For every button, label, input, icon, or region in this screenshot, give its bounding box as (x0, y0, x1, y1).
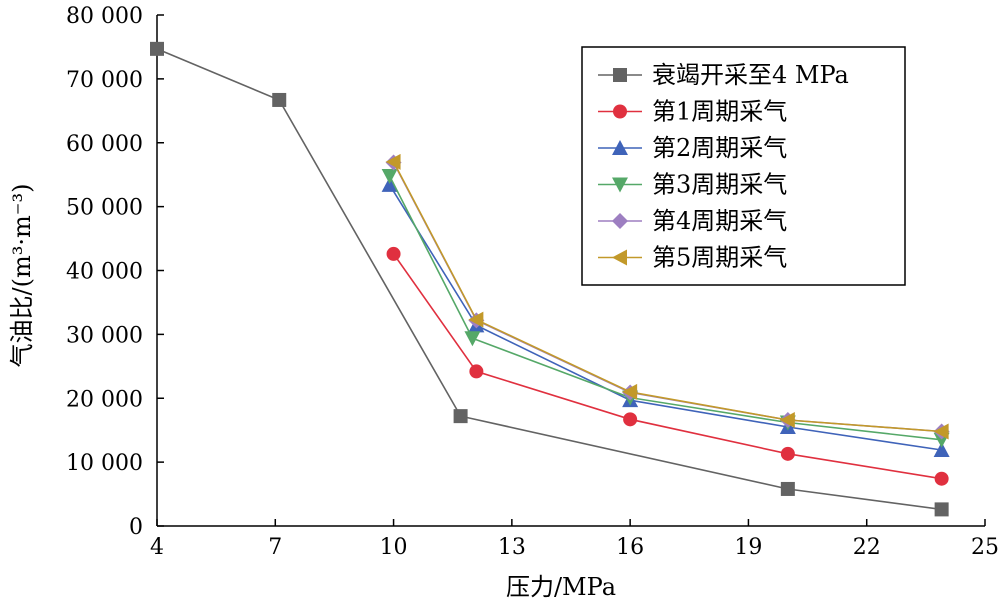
triangle-left-marker (612, 249, 627, 266)
circle-marker (386, 246, 401, 261)
circle-marker (780, 446, 795, 461)
y-tick-label: 70 000 (66, 68, 143, 93)
diamond-marker (612, 213, 628, 229)
y-tick-label: 0 (129, 515, 143, 540)
x-tick-label: 19 (734, 535, 762, 560)
legend-label: 第4周期采气 (652, 207, 787, 235)
legend-box (581, 46, 906, 286)
x-tick-label: 7 (268, 535, 282, 560)
legend-item-1: 衰竭开采至4 MPa (598, 61, 849, 89)
circle-marker (623, 412, 638, 427)
x-tick-label: 4 (150, 535, 164, 560)
x-tick-label: 22 (853, 535, 881, 560)
triangle-down-marker (612, 177, 628, 193)
legend-item-5: 第4周期采气 (598, 207, 787, 235)
y-tick-label: 60 000 (66, 132, 143, 157)
x-axis-title: 压力/MPa (506, 573, 616, 601)
series-6 (385, 153, 949, 440)
legend-label: 第5周期采气 (652, 244, 787, 272)
triangle-up-marker (381, 176, 398, 192)
x-tick-label: 13 (498, 535, 526, 560)
square-marker (934, 502, 949, 517)
circle-marker (469, 364, 484, 379)
legend-item-3: 第2周期采气 (598, 134, 787, 162)
series-2 (386, 246, 949, 486)
triangle-down-marker (464, 331, 481, 347)
y-axis-title: 气油比/(m³·m⁻³) (8, 184, 36, 368)
triangle-left-marker (933, 423, 949, 440)
axes: 4 7 10 13 16 19 22 25 0 10 000 20 000 30 000 40 000 5… (8, 4, 999, 601)
x-tick-label: 10 (380, 535, 408, 560)
series-1 (150, 41, 949, 517)
y-tick-label: 10 000 (66, 451, 143, 476)
triangle-left-marker (622, 383, 638, 400)
circle-marker (934, 471, 949, 486)
triangle-left-marker (779, 411, 795, 428)
triangle-left-marker (385, 153, 401, 170)
triangle-up-marker (933, 441, 950, 457)
y-tick-label: 20 000 (66, 387, 143, 412)
legend-item-6: 第5周期采气 (598, 244, 787, 272)
square-marker (453, 409, 468, 424)
legend-label: 第2周期采气 (652, 134, 787, 162)
x-tick-label: 25 (971, 535, 999, 560)
triangle-down-marker (381, 168, 398, 184)
legend-label: 衰竭开采至4 MPa (652, 61, 849, 89)
series-layer (150, 41, 950, 517)
y-tick-label: 30 000 (66, 323, 143, 348)
triangle-left-marker (468, 311, 484, 328)
square-marker (272, 92, 287, 107)
y-tick-label: 50 000 (66, 196, 143, 221)
legend-label: 第1周期采气 (652, 98, 787, 126)
x-tick-label: 16 (616, 535, 644, 560)
y-tick-label: 40 000 (66, 260, 143, 285)
legend-item-4: 第3周期采气 (598, 171, 787, 199)
y-tick-label: 80 000 (66, 4, 143, 29)
circle-marker (613, 104, 627, 119)
legend-item-2: 第1周期采气 (598, 98, 787, 126)
square-marker (150, 41, 164, 56)
triangle-up-marker (612, 140, 628, 155)
square-marker (613, 68, 627, 82)
legend-label: 第3周期采气 (652, 171, 787, 199)
square-marker (780, 481, 795, 496)
